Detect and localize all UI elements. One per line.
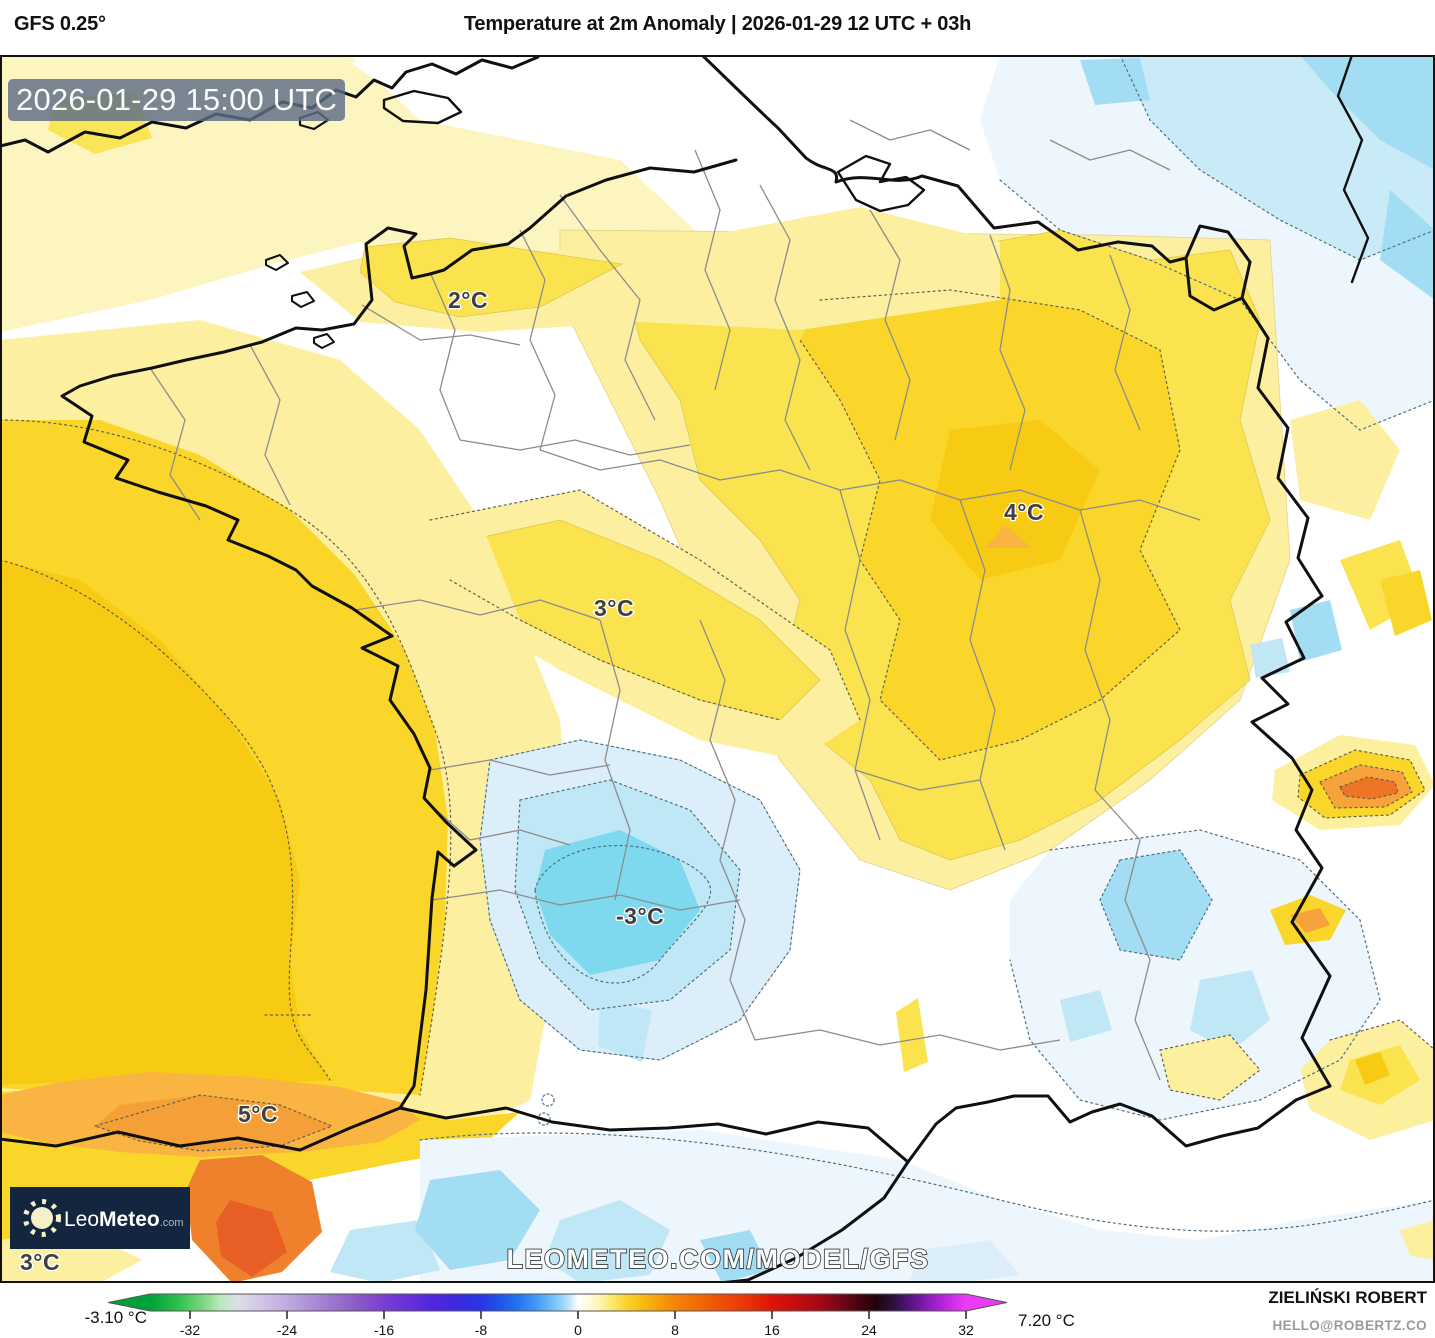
anomaly-field (0, 55, 1435, 1283)
coastlines (0, 55, 1370, 1283)
logo-text-tld: .com (160, 1217, 184, 1229)
anomaly-label-southwest-corner: 3°C (20, 1249, 60, 1275)
svg-text:-24: -24 (277, 1322, 297, 1338)
anomaly-label-south-center: -3°C (616, 903, 664, 929)
svg-text:-32: -32 (180, 1322, 200, 1338)
department-borders (149, 119, 1201, 1081)
colorbar (107, 1293, 1008, 1312)
svg-text:24: 24 (861, 1322, 877, 1338)
svg-text:8: 8 (671, 1322, 679, 1338)
sun-icon (31, 1207, 53, 1229)
page-title: Temperature at 2m Anomaly | 2026-01-29 1… (463, 13, 972, 35)
svg-text:32: 32 (958, 1322, 974, 1338)
credit-email: HELLO@ROBERTZ.CO (1272, 1318, 1427, 1333)
colorbar-ticks: -32 -24 -16 -8 0 8 16 24 32 (180, 1311, 974, 1338)
credit-name: ZIELIŃSKI ROBERT (1268, 1288, 1427, 1307)
anomaly-label-pyrenees: 5°C (238, 1101, 278, 1127)
leometeo-logo: LeoMeteo.com (10, 1187, 190, 1249)
svg-text:16: 16 (764, 1322, 780, 1338)
weather-map: 2°C 4°C 3°C -3°C 5°C 3°C 2026-01-29 15:0… (0, 55, 1435, 1283)
footer: -3.10 °C -32 -24 -16 -8 0 8 16 24 32 7.20 °C ZIE… (84, 1288, 1427, 1338)
anomaly-label-northeast: 4°C (1004, 499, 1044, 525)
contour-lines (0, 55, 1435, 1232)
svg-text:LeoMeteo.com: LeoMeteo.com (64, 1208, 184, 1231)
map-frame (0, 55, 1435, 1283)
min-value-label: -3.10 °C (84, 1308, 147, 1327)
max-value-label: 7.20 °C (1018, 1311, 1075, 1330)
anomaly-label-center: 3°C (594, 595, 634, 621)
watermark: LEOMETEO.COM/MODEL/GFS (507, 1244, 930, 1274)
logo-text-name: Meteo (99, 1208, 160, 1231)
timestamp-text: 2026-01-29 15:00 UTC (16, 82, 337, 117)
model-label: GFS 0.25° (14, 13, 106, 35)
svg-text:0: 0 (574, 1322, 582, 1338)
anomaly-labels: 2°C 4°C 3°C -3°C 5°C 3°C (19, 286, 1045, 1277)
header-bar: GFS 0.25° Temperature at 2m Anomaly | 20… (0, 0, 1435, 55)
logo-text-prefix: Leo (64, 1208, 99, 1231)
timestamp-badge: 2026-01-29 15:00 UTC (8, 79, 345, 121)
svg-text:-16: -16 (374, 1322, 394, 1338)
svg-text:-8: -8 (475, 1322, 488, 1338)
anomaly-label-normandy: 2°C (448, 287, 488, 313)
